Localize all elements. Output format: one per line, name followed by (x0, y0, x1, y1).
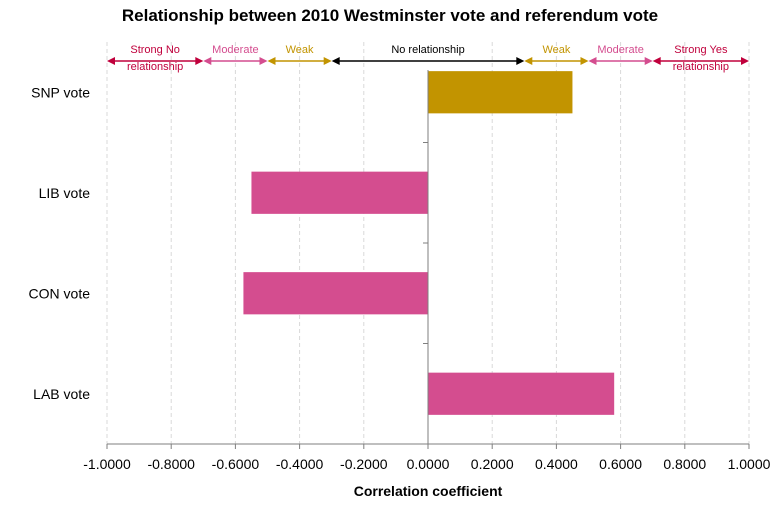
x-tick-label: 0.0000 (407, 456, 450, 472)
annotation-label: Weak (542, 44, 570, 56)
category-label: CON vote (29, 285, 91, 301)
x-tick-label: -0.4000 (276, 456, 324, 472)
arrowhead-left (267, 57, 276, 65)
arrowhead-left (652, 57, 661, 65)
annotation-layer: Strong No relationship Moderate Weak No rela… (107, 44, 749, 73)
x-tick-label: 0.2000 (471, 456, 514, 472)
category-label: LIB vote (39, 185, 91, 201)
arrowhead-left (107, 57, 115, 65)
x-tick-label: 0.6000 (599, 456, 642, 472)
x-tick-label: 1.0000 (728, 456, 771, 472)
x-axis-label: Correlation coefficient (354, 483, 503, 499)
axis-layer: -1.0000 -0.8000 -0.6000 -0.4000 -0.2000 0.000… (29, 70, 771, 472)
annotation-label: Strong No (130, 44, 180, 56)
x-tick-label: -0.6000 (212, 456, 260, 472)
x-tick-label: -0.2000 (340, 456, 388, 472)
bar (243, 272, 428, 315)
arrowhead-left (203, 57, 212, 65)
arrowhead-left (588, 57, 597, 65)
arrowhead-right (259, 57, 268, 65)
annotation-label: No relationship (391, 44, 464, 56)
x-tick-label: -1.0000 (83, 456, 131, 472)
category-label: SNP vote (31, 84, 90, 100)
annotation-label: Strong Yes (674, 44, 728, 56)
arrowhead-right (741, 57, 749, 65)
x-tick-label: 0.4000 (535, 456, 578, 472)
bar (428, 71, 573, 114)
bar-layer (243, 71, 615, 415)
x-tick-label: -0.8000 (147, 456, 195, 472)
bar (251, 171, 428, 214)
chart-title: Relationship between 2010 Westminster vo… (121, 6, 659, 25)
bar (428, 372, 615, 415)
arrowhead-right (323, 57, 332, 65)
annotation-label: relationship (127, 61, 183, 73)
arrowhead-right (195, 57, 204, 65)
arrowhead-right (644, 57, 653, 65)
arrowhead-left (331, 57, 340, 65)
annotation-label: Moderate (597, 44, 643, 56)
arrowhead-right (580, 57, 589, 65)
annotation-label: Moderate (212, 44, 258, 56)
arrowhead-left (524, 57, 533, 65)
x-tick-label: 0.8000 (663, 456, 706, 472)
category-label: LAB vote (33, 386, 90, 402)
annotation-label: Weak (286, 44, 314, 56)
annotation-label: relationship (673, 61, 729, 73)
arrowhead-right (516, 57, 525, 65)
